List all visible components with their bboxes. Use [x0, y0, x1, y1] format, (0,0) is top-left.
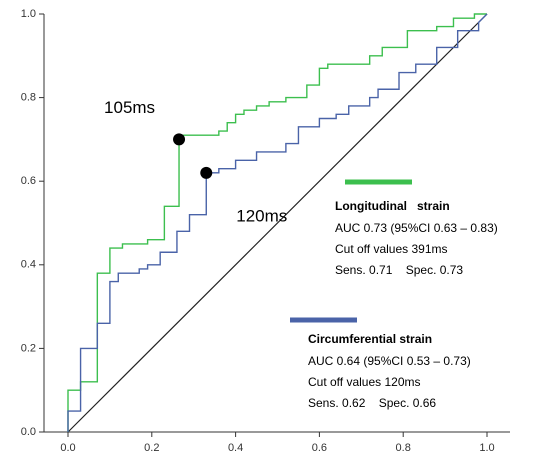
x-tick-label: 1.0 — [479, 442, 494, 454]
x-tick-label: 0.2 — [144, 442, 159, 454]
roc-curve — [67, 13, 487, 432]
legend-note: AUC 0.73 (95%CI 0.63 – 0.83) — [335, 221, 498, 235]
y-tick-label: 0.4 — [21, 259, 36, 271]
y-tick-label: 0.8 — [21, 92, 36, 104]
roc-curve — [67, 13, 488, 432]
x-tick-label: 0.4 — [228, 442, 243, 454]
legend-note: AUC 0.64 (95%CI 0.53 – 0.73) — [308, 354, 471, 368]
cutoff-point — [173, 133, 186, 146]
x-tick-label: 0.6 — [312, 442, 327, 454]
legend-note: Sens. 0.62 Spec. 0.66 — [308, 396, 436, 410]
cutoff-label: 105ms — [104, 98, 155, 117]
cutoff-point — [200, 166, 213, 179]
x-tick-label: 0.0 — [60, 442, 75, 454]
reference-line — [67, 13, 488, 433]
cutoff-label: 120ms — [236, 206, 287, 225]
legend-label: Circumferential strain — [308, 332, 432, 346]
y-tick-label: 1.0 — [21, 8, 36, 20]
y-tick-label: 0.2 — [21, 342, 36, 354]
legend-label: Longitudinal strain — [335, 199, 450, 213]
legend-note: Cut off values 391ms — [335, 242, 448, 256]
y-tick-label: 0.0 — [21, 426, 36, 438]
legend-note: Cut off values 120ms — [308, 375, 421, 389]
y-tick-label: 0.6 — [21, 175, 36, 187]
legend-note: Sens. 0.71 Spec. 0.73 — [335, 263, 463, 277]
x-tick-label: 0.8 — [396, 442, 411, 454]
